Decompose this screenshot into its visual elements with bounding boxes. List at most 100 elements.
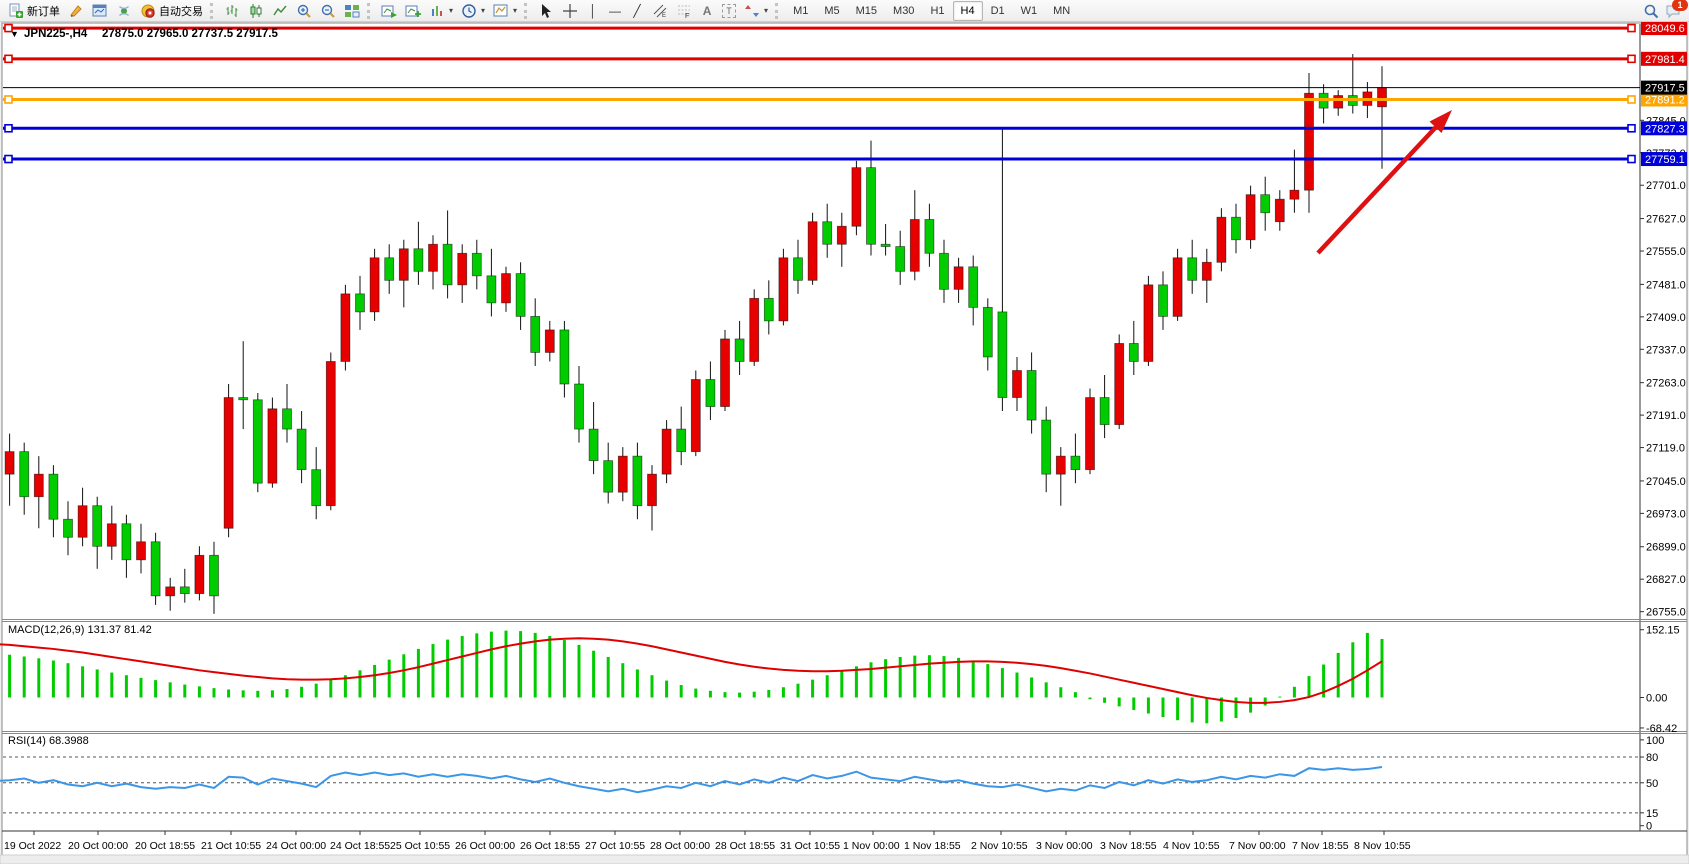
candle [763,280,774,335]
candle [442,210,453,299]
candle-body [106,523,117,547]
candle-body [720,338,730,407]
candle-body [1114,343,1125,425]
new-order-icon [9,3,23,18]
chat-button[interactable]: 1 [1665,0,1688,19]
timeframe-D1[interactable]: D1 [990,4,1005,17]
candle-body [121,523,132,561]
macd-signal-line [0,637,1383,704]
search-icon[interactable] [1643,3,1659,19]
time-axis: 19 Oct 2022 20 Oct 00:00 20 Oct 18:55 21 Oc… [4,831,1411,852]
candle-body [836,225,847,245]
ray-anchor-handle[interactable] [4,123,13,133]
candle [515,262,526,330]
timeframe-M30[interactable]: M30 [893,4,915,17]
timeframe-M15[interactable]: M15 [855,4,878,17]
ray-anchor-handle[interactable] [4,154,13,164]
horizontal-line-tool-button[interactable]: — [604,2,626,20]
rsi-axis-label: 0 [1646,821,1652,833]
crayon-button[interactable] [64,2,88,20]
trend-arrow-annotation[interactable] [1316,110,1452,255]
candle-body [953,266,964,290]
time-tick-label: 24 Oct 18:55 [330,840,390,852]
candle-body [398,248,409,281]
ray-anchor-handle[interactable] [4,23,13,33]
horizontal-ray-27981.4[interactable] [3,54,1636,64]
indicators-dropdown-caret[interactable]: ▾ [449,6,454,15]
candle [982,298,993,371]
market-watch-button[interactable] [88,2,112,20]
channel-tool-button[interactable]: E [648,2,672,20]
horizontal-ray-27891.2[interactable] [3,95,1636,104]
candle-body [866,167,876,245]
cursor-tool-button[interactable] [534,2,558,20]
candle-body [778,257,789,322]
ray-anchor-handle[interactable] [4,54,13,64]
templates-dropdown-caret[interactable]: ▾ [513,6,518,15]
arrows-dropdown-caret[interactable]: ▾ [764,6,769,15]
text-tool-button[interactable]: A [696,2,718,20]
crosshair-tool-button[interactable] [558,2,582,20]
timeframe-M5[interactable]: M5 [824,4,840,17]
candle-body [1245,194,1256,241]
profiles-button[interactable] [401,2,425,20]
timeframe-M1[interactable]: M1 [793,4,809,17]
candle [647,465,657,531]
equidistant-channel-icon: E [653,4,667,19]
new-chart-button[interactable] [377,2,401,20]
candle [238,341,249,430]
candle-body [1055,455,1066,475]
indicators-button[interactable]: ▾ [425,2,457,20]
tile-windows-button[interactable] [340,2,364,20]
candle [1201,248,1212,303]
ray-anchor-handle[interactable] [1627,95,1636,104]
zoom-in-button[interactable] [292,2,316,20]
vertical-line-tool-button[interactable]: │ [582,2,604,20]
candlestick-chart-button[interactable] [244,2,268,20]
ohlc-values-label: 27875.0 27965.0 27737.5 27917.5 [102,28,278,40]
candle-body [223,397,234,529]
line-chart-button[interactable] [268,2,292,20]
timeframe-H1[interactable]: H1 [930,4,945,17]
candle [369,248,380,321]
ray-anchor-handle[interactable] [1627,154,1636,164]
autotrading-button[interactable]: 自动交易 [136,2,207,20]
window-bottom-strip [0,854,1689,864]
text-label-tool-button[interactable]: T [718,2,740,20]
timeframe-W1[interactable]: W1 [1020,4,1038,17]
candle-body [1304,92,1314,191]
bar-chart-button[interactable] [220,2,244,20]
fibonacci-tool-button[interactable]: F [672,2,696,20]
signals-button[interactable] [112,2,136,20]
time-tick-label: 4 Nov 10:55 [1163,840,1220,852]
price-tick-label: 27701.0 [1646,180,1686,192]
ray-anchor-handle[interactable] [4,95,13,104]
candle-body [1201,261,1212,281]
time-tick-label: 28 Oct 18:55 [715,840,775,852]
arrows-tool-button[interactable]: ▾ [740,2,772,20]
svg-text:E: E [662,13,666,19]
zoom-out-button[interactable] [316,2,340,20]
text-icon: A [702,3,712,18]
horizontal-ray-28049.6[interactable] [3,23,1636,33]
candle [1041,406,1052,493]
candle [92,496,103,569]
trendline-tool-button[interactable]: ╱ [626,2,648,20]
period-button[interactable]: ▾ [457,2,489,20]
ray-anchor-handle[interactable] [1627,123,1636,133]
candle-body [822,221,833,245]
horizontal-ray-27827.3[interactable] [3,123,1636,133]
timeframe-MN[interactable]: MN [1053,4,1071,17]
collapse-arrow-icon[interactable]: ▼ [10,29,19,39]
toolbar-grip [524,2,531,19]
ray-anchor-handle[interactable] [1627,23,1636,33]
candle [282,384,292,443]
horizontal-ray-27759.1[interactable] [3,154,1636,164]
timeframe-H4[interactable]: H4 [952,0,983,21]
period-dropdown-caret[interactable]: ▾ [481,6,486,15]
candle-body [982,306,993,358]
ray-anchor-handle[interactable] [1627,54,1636,64]
price-tick-label: 26899.0 [1646,542,1686,554]
new-order-button[interactable]: 新订单 [4,2,64,20]
templates-button[interactable]: ▾ [489,2,521,20]
